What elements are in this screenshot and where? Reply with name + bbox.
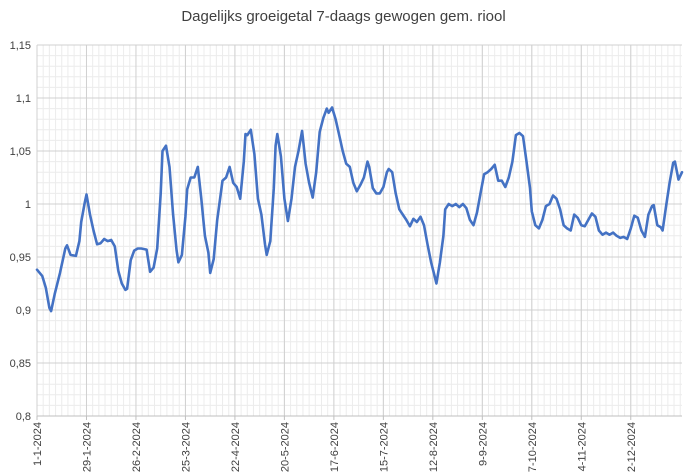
x-tick-label: 26-2-2024: [131, 422, 143, 472]
x-tick-label: 20-5-2024: [279, 422, 291, 472]
y-tick-label: 1,15: [10, 40, 31, 52]
minor-gridlines: [36, 44, 682, 417]
x-tick-label: 29-1-2024: [81, 422, 93, 472]
x-tick-label: 15-7-2024: [378, 422, 390, 472]
y-tick-label: 0,95: [10, 252, 31, 264]
x-tick-label: 9-9-2024: [477, 422, 489, 466]
y-tick-label: 1,1: [16, 93, 31, 105]
y-tick-label: 1: [25, 199, 31, 211]
x-tick-label: 4-11-2024: [576, 422, 588, 471]
x-tick-label: 7-10-2024: [527, 422, 539, 472]
x-tick-label: 2-12-2024: [626, 422, 638, 472]
chart-title: Dagelijks groeigetal 7-daags gewogen gem…: [181, 8, 506, 25]
y-tick-label: 0,9: [16, 305, 31, 317]
x-tick-label: 17-6-2024: [329, 422, 341, 472]
y-tick-label: 0,85: [10, 358, 31, 370]
x-tick-label: 1-1-2024: [32, 422, 44, 466]
y-tick-label: 0,8: [16, 411, 31, 423]
y-tick-label: 1,05: [10, 146, 31, 158]
x-tick-label: 12-8-2024: [428, 422, 440, 472]
series-line: [35, 106, 684, 313]
x-tick-label: 25-3-2024: [180, 422, 192, 472]
x-tick-label: 22-4-2024: [230, 422, 242, 472]
